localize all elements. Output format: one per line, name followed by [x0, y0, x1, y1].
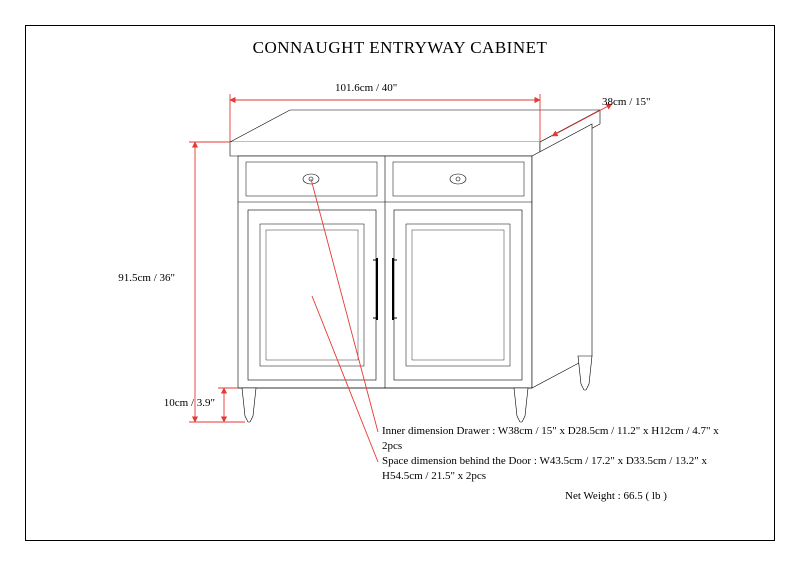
spec-door-space: Space dimension behind the Door : W43.5c…: [382, 454, 742, 484]
dim-height: 91.5cm / 36": [118, 272, 175, 284]
dim-leg-height: 10cm / 3.9": [164, 397, 215, 409]
top-slab-front: [230, 142, 540, 156]
leg-front-left: [242, 388, 256, 422]
cabinet-group: [230, 110, 600, 422]
page: CONNAUGHT ENTRYWAY CABINET: [0, 0, 800, 566]
dim-depth: 38cm / 15": [602, 96, 651, 108]
net-weight: Net Weight : 66.5 ( lb ): [565, 490, 667, 502]
leg-back-right: [578, 356, 592, 390]
spec-drawer: Inner dimension Drawer : W38cm / 15" x D…: [382, 424, 722, 454]
dim-width: 101.6cm / 40": [335, 82, 397, 94]
top-slab-top: [230, 110, 600, 142]
body-side: [532, 124, 592, 388]
leg-front-right: [514, 388, 528, 422]
